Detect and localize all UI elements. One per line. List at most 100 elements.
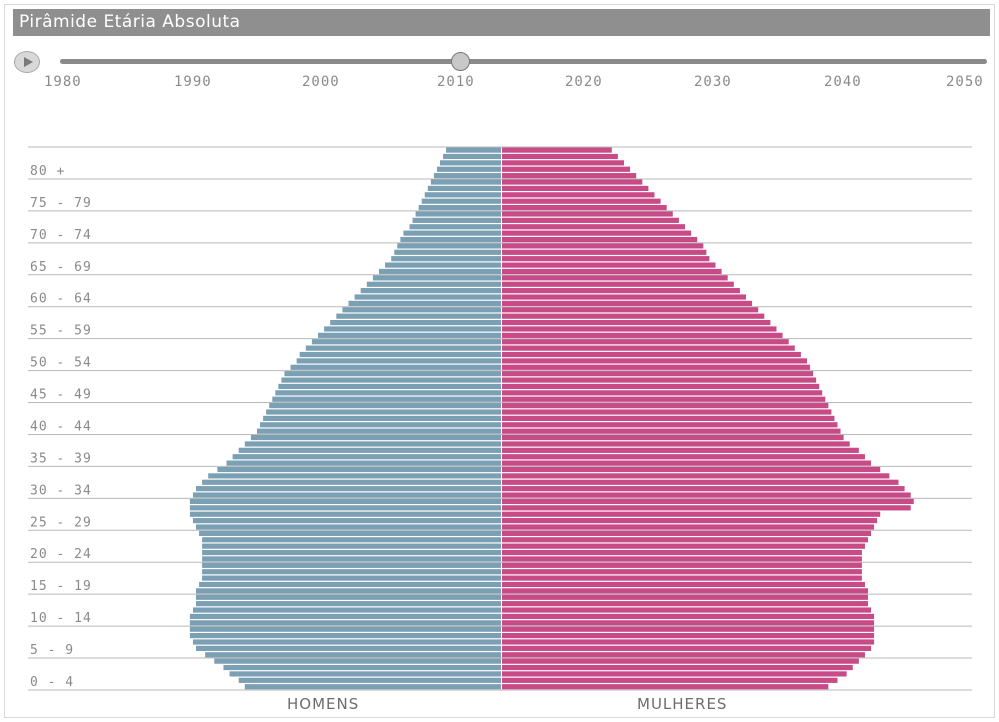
men-bar: [192, 607, 501, 613]
women-bar: [502, 486, 905, 492]
women-bar: [502, 428, 841, 434]
women-bar: [502, 492, 911, 498]
women-bar: [502, 543, 865, 549]
women-bar: [502, 204, 667, 211]
women-bar: [502, 607, 872, 613]
women-bar: [502, 383, 820, 390]
age-group-label: 0 - 4: [30, 675, 74, 690]
women-bar: [502, 588, 868, 594]
men-bar: [196, 594, 501, 600]
women-bar: [502, 594, 868, 600]
men-bar: [208, 473, 501, 479]
women-bar: [502, 319, 771, 326]
men-bar: [400, 236, 501, 243]
women-bar: [502, 300, 753, 307]
men-bar: [272, 396, 501, 402]
timeline-slider-track[interactable]: [60, 59, 987, 64]
men-bar: [202, 537, 501, 543]
age-group-label: 40 - 44: [30, 419, 92, 434]
men-bar: [296, 358, 501, 364]
men-bar: [433, 173, 501, 179]
women-bar: [502, 371, 814, 377]
women-bar: [502, 569, 862, 575]
men-bar: [284, 371, 501, 377]
men-bar: [189, 620, 501, 626]
men-bar: [403, 230, 501, 236]
women-bar: [502, 454, 865, 460]
age-group-label: 35 - 39: [30, 451, 92, 466]
age-group-label: 60 - 64: [30, 292, 92, 307]
women-bar: [502, 409, 832, 415]
year-label-1990: 1990: [174, 74, 212, 90]
women-bar: [502, 313, 765, 319]
men-bar: [238, 677, 501, 683]
men-bar: [202, 479, 501, 485]
men-bar: [354, 294, 501, 300]
women-bar: [502, 549, 862, 556]
men-bar: [214, 658, 502, 664]
men-bar: [238, 447, 501, 453]
women-bar: [502, 275, 728, 281]
women-bar: [502, 236, 698, 243]
men-bar: [397, 243, 501, 249]
women-bar: [502, 147, 612, 153]
men-bar: [311, 339, 501, 345]
men-bar: [409, 224, 501, 230]
men-bar: [281, 377, 501, 383]
men-bar: [189, 498, 501, 505]
year-label-2040: 2040: [824, 74, 862, 90]
women-bar: [502, 658, 859, 664]
legend-women: MULHERES: [637, 695, 728, 713]
women-bar: [502, 256, 710, 262]
women-bar: [502, 562, 862, 568]
men-bar: [385, 262, 501, 268]
women-bar: [502, 633, 875, 639]
age-group-label: 10 - 14: [30, 611, 92, 626]
women-bar: [502, 173, 637, 179]
year-label-2000: 2000: [302, 74, 340, 90]
women-bar: [502, 479, 899, 485]
women-bar: [502, 581, 865, 588]
women-bar: [502, 179, 643, 185]
women-bar: [502, 160, 624, 166]
timeline-slider-handle[interactable]: [451, 52, 470, 71]
women-bar: [502, 460, 872, 466]
age-group-label: 70 - 74: [30, 228, 92, 243]
men-bar: [305, 345, 501, 351]
age-group-label: 80 +: [30, 164, 65, 179]
men-bar: [299, 351, 501, 358]
men-bar: [418, 204, 501, 211]
men-bar: [421, 198, 501, 204]
men-bar: [217, 466, 501, 473]
men-bar: [189, 633, 501, 639]
women-bar: [502, 434, 844, 441]
age-group-label: 75 - 79: [30, 196, 92, 211]
men-bar: [196, 524, 501, 530]
age-group-label: 15 - 19: [30, 579, 92, 594]
year-label-2010: 2010: [437, 74, 475, 90]
women-bar: [502, 281, 734, 287]
men-bar: [202, 556, 501, 562]
year-label-2050: 2050: [946, 74, 984, 90]
year-label-2020: 2020: [565, 74, 603, 90]
men-bar: [232, 454, 501, 460]
men-bar: [415, 211, 501, 217]
women-bar: [502, 211, 673, 217]
men-bar: [324, 326, 501, 332]
men-bar: [394, 249, 501, 255]
men-bar: [189, 613, 501, 620]
men-bar: [199, 530, 502, 536]
women-bar: [502, 518, 878, 524]
women-bar: [502, 307, 759, 313]
men-bar: [196, 601, 501, 607]
women-bar: [502, 390, 823, 396]
women-bar: [502, 601, 868, 607]
men-bar: [244, 441, 502, 447]
play-icon[interactable]: [14, 51, 40, 73]
women-bar: [502, 441, 850, 447]
men-bar: [202, 569, 501, 575]
men-bar: [443, 153, 501, 160]
women-bar: [502, 684, 829, 690]
men-bar: [379, 268, 501, 275]
